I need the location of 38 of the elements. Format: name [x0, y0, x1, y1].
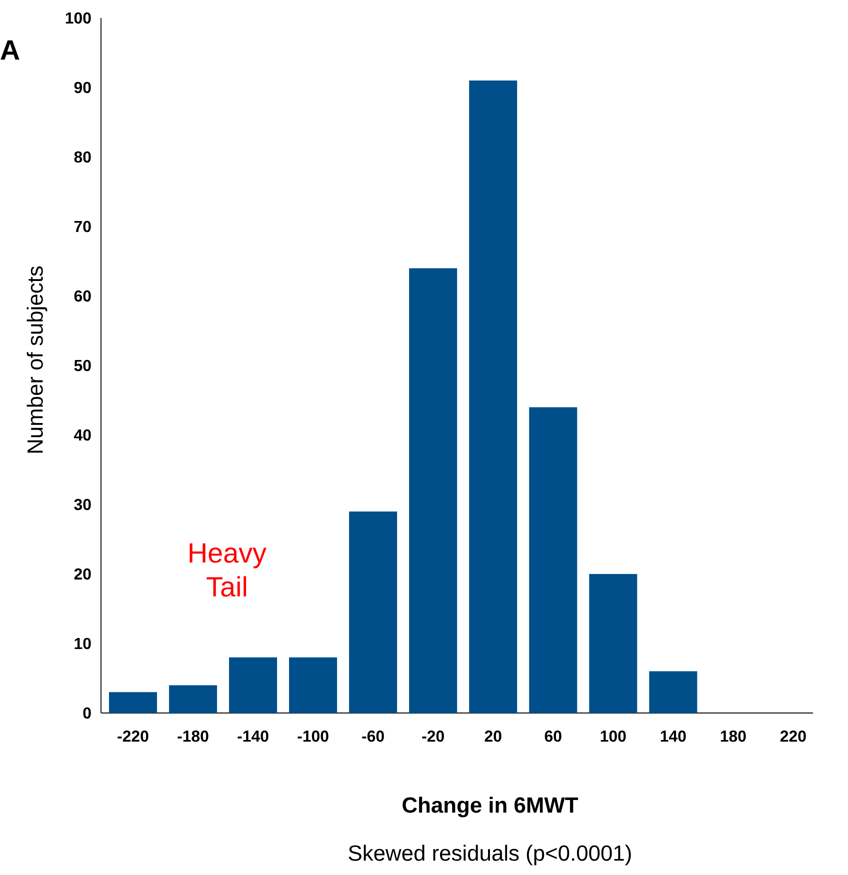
bar [169, 685, 218, 713]
y-tick-label: 60 [74, 290, 91, 302]
x-tick-label: -60 [362, 730, 384, 742]
x-axis-title: Change in 6MWT [402, 796, 578, 818]
y-tick-label: 40 [74, 429, 91, 441]
text: Skewed residuals (p<0.0001) [348, 844, 631, 866]
x-tick-label: -140 [238, 730, 268, 742]
y-tick-label: 50 [74, 360, 91, 372]
annotation: Heavy Tail [190, 543, 266, 597]
y-tick-label: 90 [74, 82, 91, 94]
y-tick-label: 80 [74, 151, 91, 163]
bar [469, 80, 518, 713]
y-tick-label: 10 [74, 638, 91, 650]
bar [529, 407, 578, 713]
bar [229, 657, 278, 713]
x-tick-label: 180 [720, 730, 746, 742]
y-tick-label: 0 [83, 707, 91, 719]
x-tick-label: 100 [600, 730, 626, 742]
y-axis-title: Number of subjects [26, 266, 48, 453]
x-tick-label: 60 [544, 730, 562, 742]
bar [589, 574, 638, 713]
y-tick-label: 100 [66, 12, 91, 24]
x-tick-label: -20 [422, 730, 444, 742]
x-tick-label: 220 [780, 730, 806, 742]
bar [289, 657, 338, 713]
bar [409, 268, 458, 713]
bar [108, 692, 158, 713]
x-tick-label: 20 [484, 730, 502, 742]
y-tick-label: 20 [74, 568, 91, 580]
x-tick-label: 140 [660, 730, 686, 742]
y-tick-label: 30 [74, 498, 91, 510]
text: A [0, 40, 20, 60]
bar [649, 671, 698, 713]
x-tick-label: -180 [178, 730, 208, 742]
bar [349, 511, 398, 713]
x-tick-label: -220 [118, 730, 148, 742]
y-tick-label: 70 [74, 220, 91, 232]
x-tick-label: -100 [298, 730, 328, 742]
